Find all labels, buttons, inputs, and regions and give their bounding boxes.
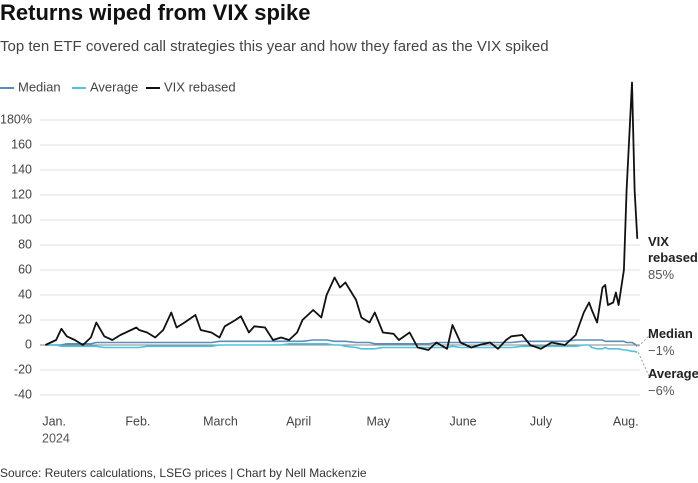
- legend-label: Average: [90, 79, 138, 94]
- series-line: [45, 339, 638, 347]
- y-tick-label: 180%: [0, 112, 32, 126]
- chart-subtitle: Top ten ETF covered call strategies this…: [0, 38, 549, 55]
- x-tick-label: July: [530, 414, 553, 428]
- label-connector: [637, 352, 650, 377]
- y-tick-label: 140: [11, 162, 32, 176]
- y-tick-label: 120: [11, 187, 32, 201]
- end-value-label: −6%: [648, 383, 675, 398]
- x-tick-label: June: [450, 414, 477, 428]
- x-tick-label: Aug.: [613, 414, 639, 428]
- y-tick-label: -40: [14, 387, 32, 401]
- end-label: VIX rebased: [648, 234, 698, 265]
- x-tick-label: May: [366, 414, 390, 428]
- year-label: 2024: [42, 431, 70, 445]
- series-line: [45, 343, 638, 354]
- label-connector: [637, 335, 650, 347]
- x-tick-label: Jan.: [42, 414, 66, 428]
- end-value-label: 85%: [648, 267, 675, 282]
- source: Source: Reuters calculations, LSEG price…: [0, 466, 367, 480]
- y-tick-label: 160: [11, 137, 32, 151]
- x-tick-label: March: [203, 414, 238, 428]
- end-value-label: −1%: [648, 343, 675, 358]
- y-tick-label: 20: [18, 312, 32, 326]
- legend-label: Median: [18, 79, 61, 94]
- x-tick-label: Feb.: [125, 414, 150, 428]
- y-tick-label: 80: [18, 237, 32, 251]
- y-tick-label: 60: [18, 262, 32, 276]
- y-tick-label: 0: [25, 337, 32, 351]
- end-label: Average: [648, 366, 698, 381]
- y-tick-label: 100: [11, 212, 32, 226]
- y-tick-label: -20: [14, 362, 32, 376]
- legend-label: VIX rebased: [164, 79, 236, 94]
- y-tick-label: 40: [18, 287, 32, 301]
- series-line: [45, 81, 639, 351]
- chart-title: Returns wiped from VIX spike: [0, 0, 311, 25]
- x-tick-label: April: [286, 414, 311, 428]
- end-label: Median: [648, 326, 693, 341]
